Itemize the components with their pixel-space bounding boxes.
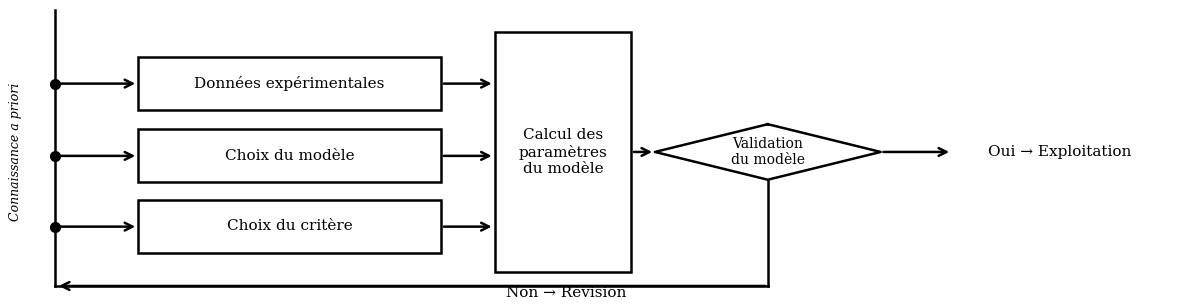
Text: Choix du critère: Choix du critère <box>226 220 353 234</box>
Text: Validation
du modèle: Validation du modèle <box>731 137 805 167</box>
FancyBboxPatch shape <box>138 57 441 110</box>
Text: Choix du modèle: Choix du modèle <box>225 149 355 163</box>
Text: Connaissance a priori: Connaissance a priori <box>10 83 23 221</box>
Text: Non → Révision: Non → Révision <box>506 286 626 300</box>
Text: Calcul des
paramètres
du modèle: Calcul des paramètres du modèle <box>518 128 607 176</box>
FancyBboxPatch shape <box>138 129 441 182</box>
Text: Données expérimentales: Données expérimentales <box>194 76 385 91</box>
Text: Oui → Exploitation: Oui → Exploitation <box>987 145 1131 159</box>
FancyBboxPatch shape <box>494 31 631 272</box>
FancyBboxPatch shape <box>138 200 441 253</box>
